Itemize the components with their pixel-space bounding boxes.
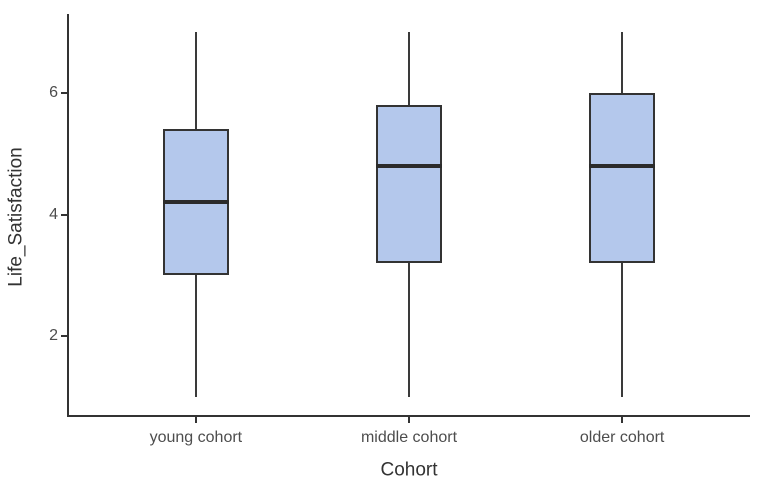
y-axis-title: Life_Satisfaction <box>5 146 27 287</box>
x-axis-tick-label: young cohort <box>149 429 243 446</box>
median-line <box>589 163 656 168</box>
median-line <box>376 163 442 168</box>
y-axis-tick <box>61 335 67 337</box>
x-axis-tick <box>194 417 197 423</box>
x-axis-line <box>67 415 750 417</box>
median-line <box>162 200 229 205</box>
x-axis-tick <box>621 417 624 423</box>
x-axis-tick-label: older cohort <box>579 429 665 446</box>
y-axis-tick <box>61 91 67 94</box>
x-axis-tick <box>408 417 410 423</box>
y-axis-tick-label: 4 <box>49 205 58 223</box>
x-axis-title: Cohort <box>380 459 438 481</box>
box-iqr <box>376 105 442 264</box>
y-axis-tick-label: 6 <box>49 83 58 101</box>
y-axis-line <box>67 14 69 417</box>
x-axis-tick-label: middle cohort <box>360 429 458 446</box>
box-iqr <box>589 92 656 264</box>
y-axis-tick <box>61 213 67 216</box>
y-axis-tick-label: 2 <box>49 327 58 344</box>
